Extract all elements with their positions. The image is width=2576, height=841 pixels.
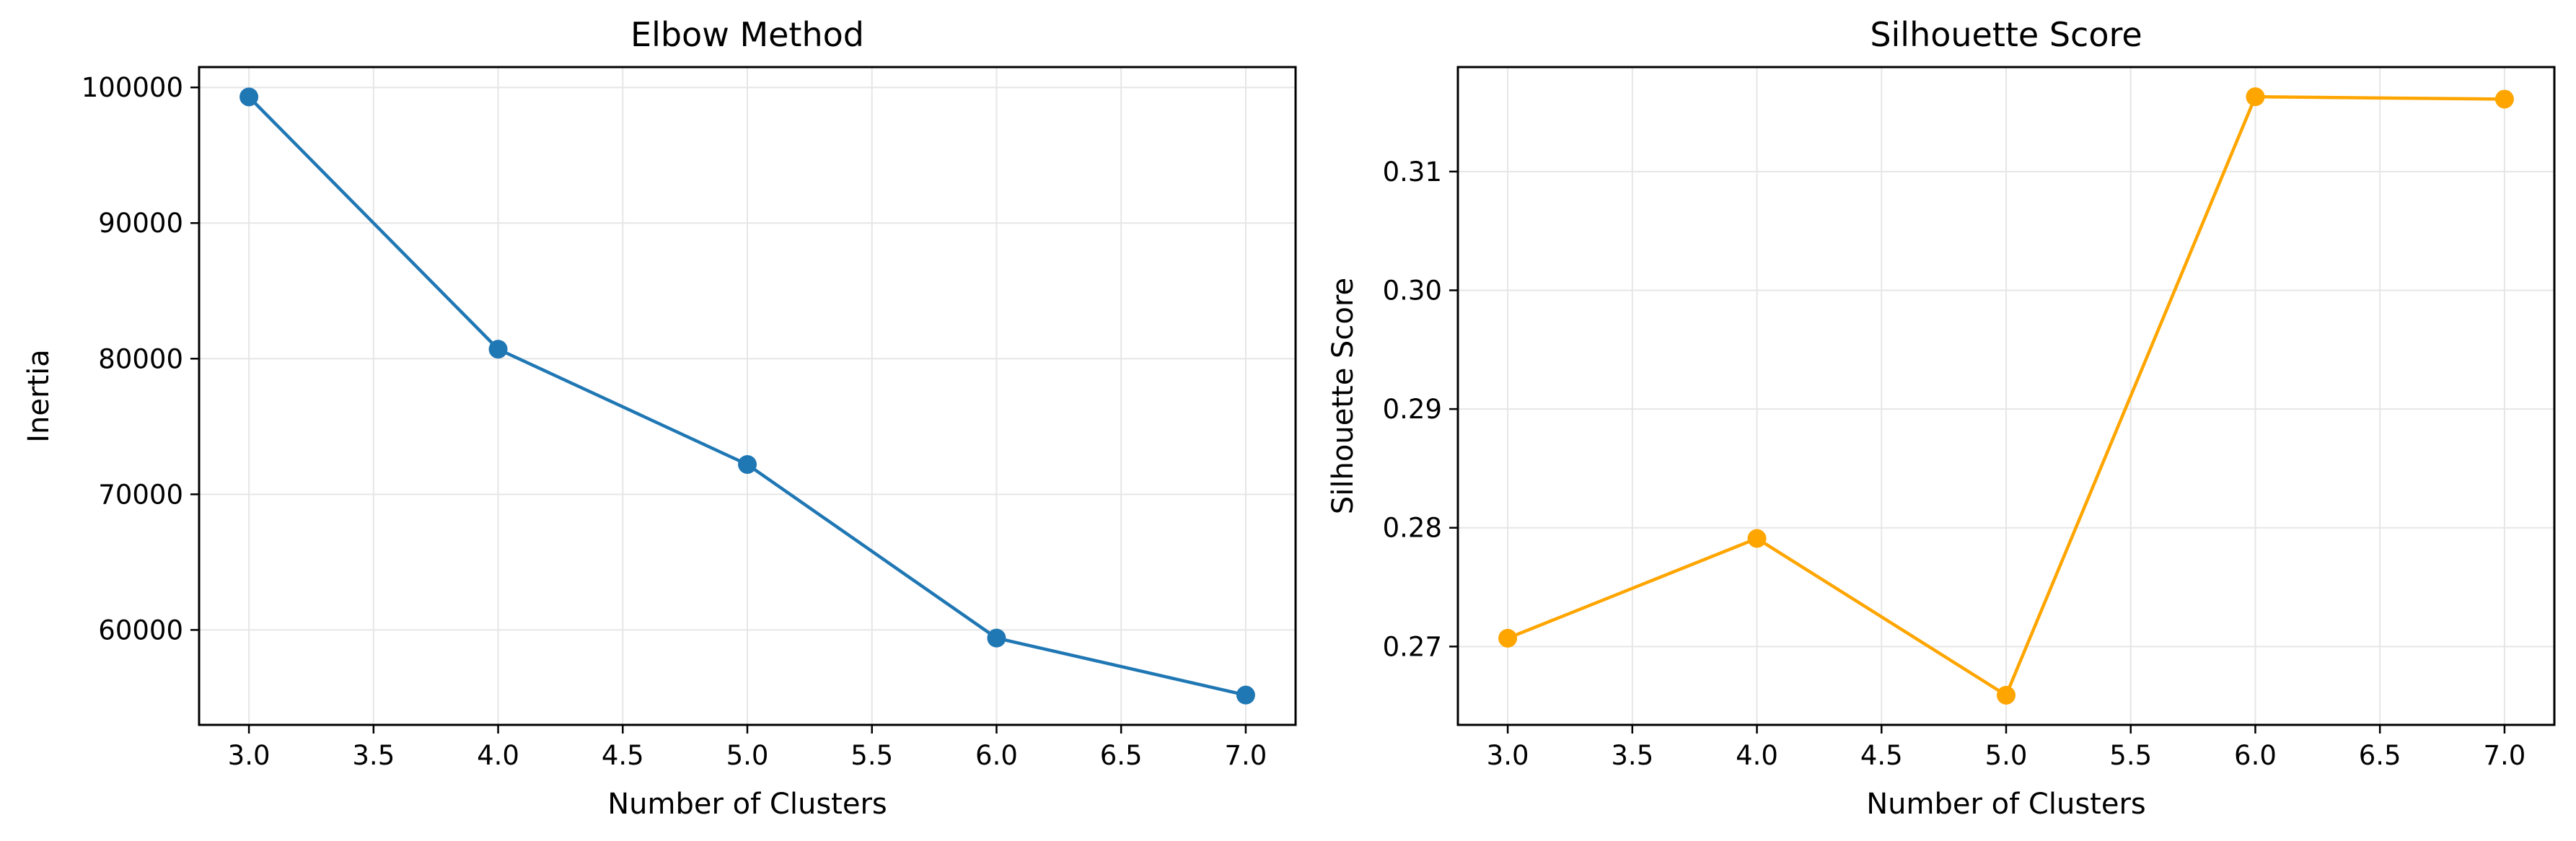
silhouette-y-axis-label: Silhouette Score <box>1327 278 1360 514</box>
elbow-y-axis-label: Inertia <box>22 349 56 443</box>
elbow-y-axis-ticks: 60000 70000 80000 90000 100000 <box>82 72 199 646</box>
elbow-data-point <box>738 454 757 474</box>
silhouette-chart-title: Silhouette Score <box>1870 15 2142 54</box>
elbow-x-tick-label: 6.0 <box>975 740 1018 771</box>
elbow-y-tick-label: 90000 <box>98 208 183 239</box>
elbow-x-axis-label: Number of Clusters <box>607 788 887 821</box>
silhouette-y-tick-label: 0.30 <box>1383 275 1442 306</box>
silhouette-x-tick-label: 4.0 <box>1736 740 1778 771</box>
elbow-x-tick-label: 3.5 <box>352 740 395 771</box>
silhouette-data-point <box>1498 628 1518 648</box>
elbow-x-tick-label: 4.5 <box>602 740 644 771</box>
silhouette-x-tick-label: 4.5 <box>1860 740 1903 771</box>
silhouette-x-axis-ticks: 3.0 3.5 4.0 4.5 5.0 5.5 6.0 6.5 7.0 <box>1487 725 2526 771</box>
silhouette-x-tick-label: 6.5 <box>2359 740 2401 771</box>
elbow-x-tick-label: 7.0 <box>1224 740 1267 771</box>
elbow-y-tick-label: 60000 <box>98 615 183 646</box>
elbow-x-tick-label: 5.5 <box>850 740 893 771</box>
elbow-chart-title: Elbow Method <box>630 15 864 54</box>
elbow-x-tick-label: 5.0 <box>726 740 769 771</box>
elbow-series <box>239 87 1255 705</box>
silhouette-data-point <box>1747 529 1767 548</box>
elbow-x-axis-ticks: 3.0 3.5 4.0 4.5 5.0 5.5 6.0 6.5 7.0 <box>228 725 1267 771</box>
elbow-grid <box>199 67 1296 725</box>
silhouette-chart-panel: Silhouette Score 3.0 3.5 4.0 4.5 5.0 5.5 6.0 6.… <box>1327 15 2556 821</box>
elbow-y-tick-label: 80000 <box>98 343 183 374</box>
silhouette-x-tick-label: 5.0 <box>1985 740 2028 771</box>
elbow-data-point <box>987 628 1006 648</box>
silhouette-data-point <box>2246 87 2265 107</box>
elbow-x-tick-label: 4.0 <box>477 740 519 771</box>
silhouette-y-tick-label: 0.31 <box>1383 157 1442 188</box>
silhouette-data-point <box>2494 89 2514 109</box>
silhouette-y-tick-label: 0.28 <box>1383 513 1442 544</box>
silhouette-data-point <box>1997 685 2015 705</box>
silhouette-y-tick-label: 0.27 <box>1383 631 1442 662</box>
elbow-chart-panel: Elbow Method 3.0 3.5 4.0 4.5 5.0 5.5 6.0 6.5 7.0… <box>22 15 1297 821</box>
elbow-data-point <box>239 87 259 107</box>
silhouette-x-tick-label: 6.0 <box>2234 740 2277 771</box>
silhouette-x-tick-label: 3.0 <box>1487 740 1529 771</box>
silhouette-y-tick-label: 0.29 <box>1383 394 1442 425</box>
elbow-data-point <box>1236 685 1255 705</box>
elbow-data-point <box>488 340 508 359</box>
elbow-y-tick-label: 100000 <box>82 72 183 103</box>
elbow-x-tick-label: 6.5 <box>1100 740 1143 771</box>
silhouette-x-tick-label: 7.0 <box>2483 740 2526 771</box>
silhouette-grid <box>1458 67 2554 725</box>
silhouette-x-tick-label: 3.5 <box>1611 740 1653 771</box>
silhouette-y-axis-ticks: 0.27 0.28 0.29 0.30 0.31 <box>1383 157 1458 662</box>
silhouette-x-axis-label: Number of Clusters <box>1866 788 2145 821</box>
silhouette-x-tick-label: 5.5 <box>2109 740 2152 771</box>
elbow-y-tick-label: 70000 <box>98 479 183 510</box>
silhouette-series <box>1498 87 2514 705</box>
elbow-x-tick-label: 3.0 <box>228 740 271 771</box>
